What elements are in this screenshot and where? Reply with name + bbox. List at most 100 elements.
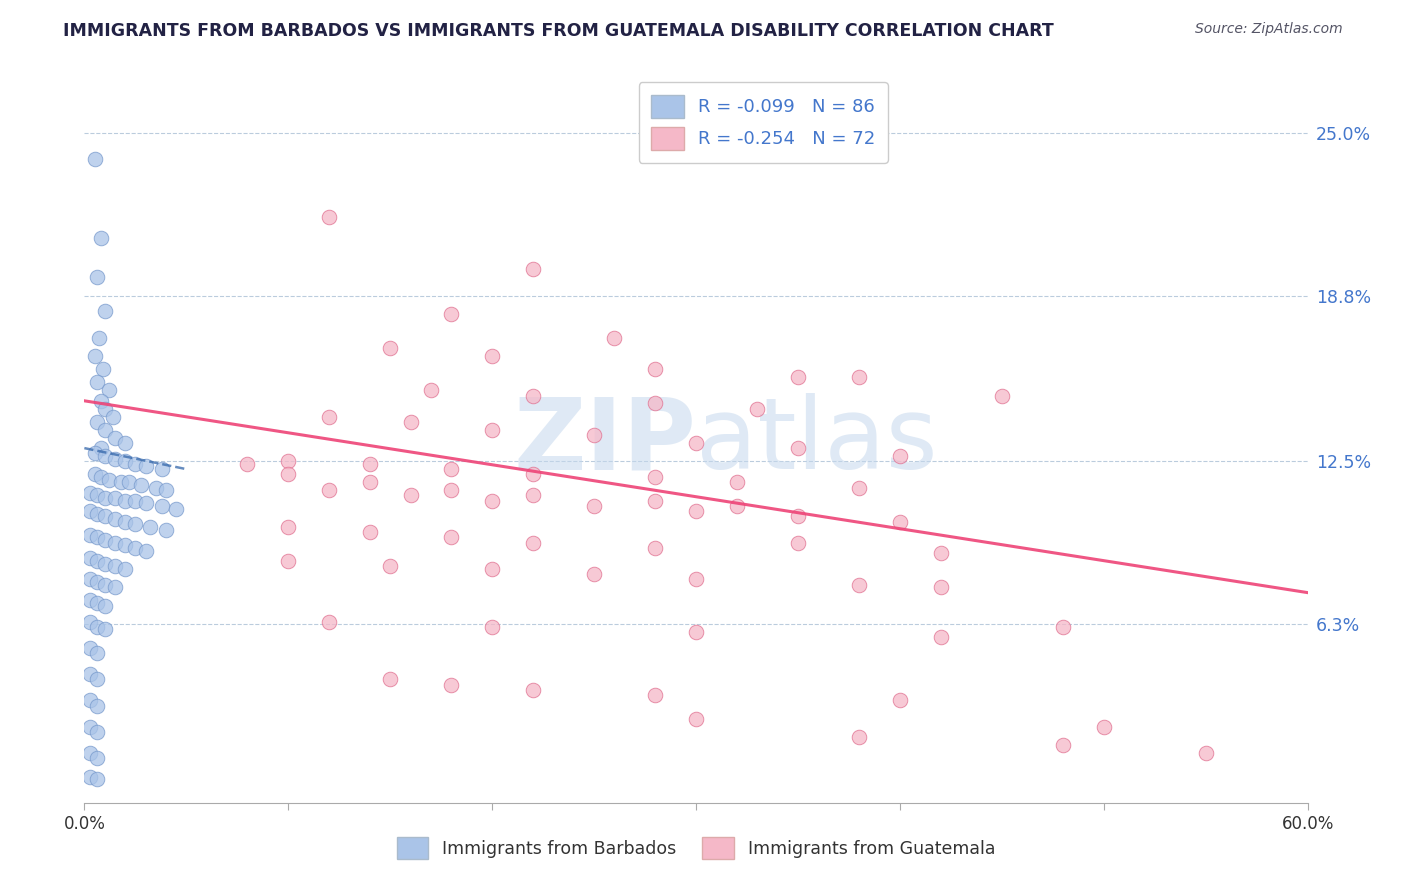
Point: [522, 488, 544, 502]
Point: [929, 580, 952, 594]
Point: [644, 688, 666, 702]
Point: [603, 331, 626, 345]
Point: [79, 770, 101, 784]
Point: [93, 509, 115, 524]
Point: [787, 441, 810, 455]
Point: [522, 388, 544, 402]
Point: [97, 473, 120, 487]
Point: [79, 640, 101, 655]
Point: [86, 554, 108, 568]
Point: [399, 488, 422, 502]
Point: [150, 462, 173, 476]
Point: [135, 543, 157, 558]
Point: [889, 693, 911, 707]
Point: [79, 504, 101, 518]
Point: [104, 451, 127, 466]
Point: [83, 152, 105, 166]
Point: [481, 493, 503, 508]
Point: [86, 724, 108, 739]
Point: [86, 698, 108, 713]
Point: [522, 535, 544, 549]
Point: [150, 499, 173, 513]
Point: [86, 751, 108, 765]
Point: [481, 620, 503, 634]
Point: [104, 535, 127, 549]
Point: [644, 470, 666, 484]
Point: [440, 483, 463, 497]
Point: [135, 496, 157, 510]
Point: [787, 509, 810, 524]
Point: [90, 231, 112, 245]
Point: [155, 483, 177, 497]
Point: [236, 457, 259, 471]
Point: [93, 304, 115, 318]
Point: [86, 415, 108, 429]
Point: [685, 504, 707, 518]
Point: [583, 428, 606, 442]
Point: [91, 362, 114, 376]
Point: [1195, 746, 1218, 760]
Point: [1092, 720, 1115, 734]
Point: [104, 431, 127, 445]
Point: [644, 362, 666, 376]
Point: [359, 457, 381, 471]
Point: [583, 567, 606, 582]
Point: [124, 493, 146, 508]
Point: [93, 449, 115, 463]
Point: [889, 449, 911, 463]
Point: [114, 435, 136, 450]
Point: [277, 467, 299, 482]
Point: [79, 720, 101, 734]
Point: [522, 467, 544, 482]
Point: [440, 677, 463, 691]
Point: [114, 562, 136, 576]
Point: [104, 580, 127, 594]
Text: IMMIGRANTS FROM BARBADOS VS IMMIGRANTS FROM GUATEMALA DISABILITY CORRELATION CHA: IMMIGRANTS FROM BARBADOS VS IMMIGRANTS F…: [63, 22, 1054, 40]
Point: [318, 210, 340, 224]
Point: [165, 501, 187, 516]
Point: [481, 349, 503, 363]
Point: [86, 376, 108, 390]
Point: [104, 491, 127, 505]
Point: [86, 488, 108, 502]
Point: [644, 396, 666, 410]
Text: ZIP: ZIP: [513, 393, 696, 490]
Point: [138, 520, 160, 534]
Point: [79, 551, 101, 566]
Point: [991, 388, 1014, 402]
Point: [79, 667, 101, 681]
Legend: Immigrants from Barbados, Immigrants from Guatemala: Immigrants from Barbados, Immigrants fro…: [389, 830, 1002, 866]
Point: [848, 481, 870, 495]
Point: [79, 746, 101, 760]
Point: [135, 459, 157, 474]
Point: [93, 599, 115, 613]
Text: Source: ZipAtlas.com: Source: ZipAtlas.com: [1195, 22, 1343, 37]
Point: [1052, 738, 1074, 752]
Point: [83, 446, 105, 460]
Point: [79, 485, 101, 500]
Point: [79, 615, 101, 629]
Point: [118, 475, 141, 490]
Point: [440, 307, 463, 321]
Point: [97, 384, 120, 398]
Point: [725, 499, 748, 513]
Point: [522, 682, 544, 697]
Point: [79, 693, 101, 707]
Point: [90, 393, 112, 408]
Point: [481, 423, 503, 437]
Point: [380, 673, 402, 687]
Point: [87, 331, 110, 345]
Point: [83, 349, 105, 363]
Point: [583, 499, 606, 513]
Point: [104, 512, 127, 526]
Point: [155, 523, 177, 537]
Point: [93, 401, 115, 416]
Point: [929, 546, 952, 560]
Point: [93, 623, 115, 637]
Point: [110, 475, 132, 490]
Point: [787, 370, 810, 384]
Point: [114, 538, 136, 552]
Point: [79, 573, 101, 587]
Point: [1052, 620, 1074, 634]
Point: [86, 270, 108, 285]
